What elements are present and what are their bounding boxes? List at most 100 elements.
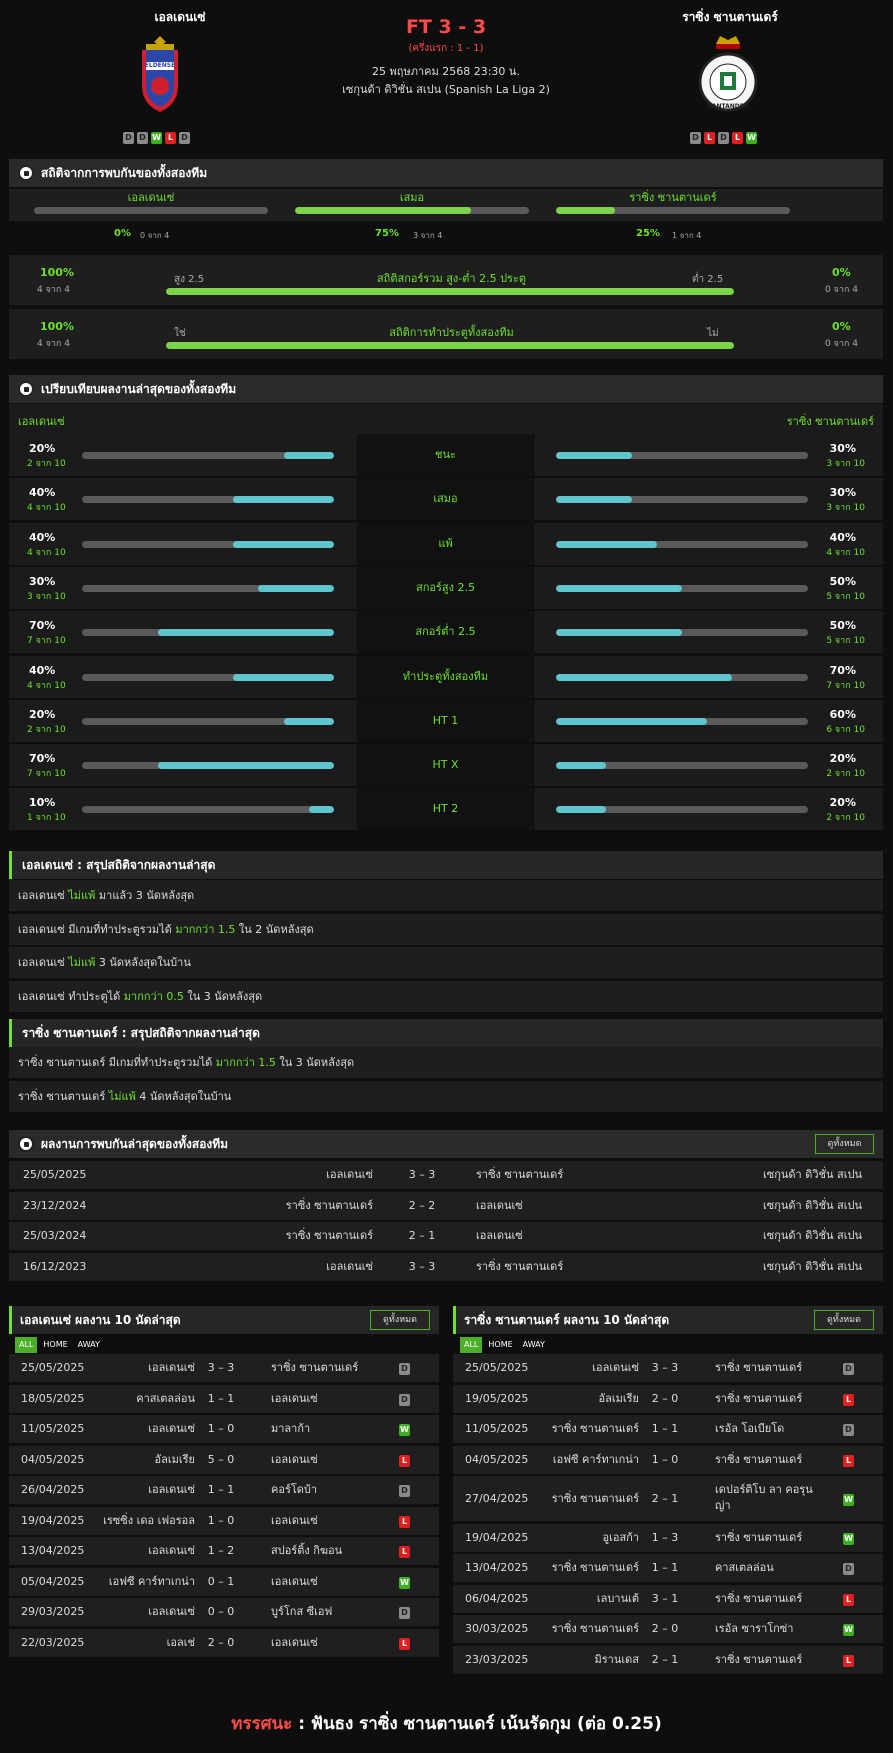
h2h-match-row[interactable]: 25/03/2024 ราซิ่ง ซานตานเดร์ 2 – 1 เอลเดนเซ… [9,1222,883,1250]
last10-row[interactable]: 13/04/2025 เอลเดนเซ่ 1 – 2 สปอร์ติ้ง กิฆอน L [9,1537,439,1565]
result-badge-wrap: D [843,1423,857,1436]
summary-highlight: มากกว่า 0.5 [123,989,184,1003]
summary-text: ราซิ่ง ซานตานเดร์ มีเกมที่ทำประตูรวมได้ [18,1056,216,1069]
last10-row[interactable]: 19/04/2025 เรซซิ่ง เดอ เฟอรอล 1 – 0 เอลเดนเ… [9,1506,439,1535]
last10-row[interactable]: 13/04/2025 ราซิ่ง ซานตานเดร์ 1 – 1 คาสเตลล่… [453,1554,883,1582]
compare-away-team[interactable]: ราซิ่ง ซานตานเดร์ [786,415,874,428]
h2h-match-row[interactable]: 16/12/2023 เอลเดนเซ่ 3 – 3 ราซิ่ง ซานตานเดร… [9,1252,883,1281]
home-count: 4 จาก 10 [27,503,66,514]
away-compare-bar [556,584,808,592]
result-badge: L [704,132,715,144]
away-pct: 60% [829,707,856,721]
last10-row[interactable]: 18/05/2025 คาสเตลล่อน 1 – 1 เอลเดนเซ่ D [9,1384,439,1413]
last10-row[interactable]: 04/05/2025 อัลเมเรีย 5 – 0 เอลเดนเซ่ L [9,1445,439,1474]
last10-row[interactable]: 11/05/2025 เอลเดนเซ่ 1 – 0 มาลาก้า W [9,1415,439,1443]
last10-row[interactable]: 29/03/2025 เอลเดนเซ่ 0 – 0 บูร์โกส ซีเอฟ D [9,1598,439,1626]
home-compare-bar [82,673,334,681]
home-team-name[interactable]: เอลเดนเซ่ [154,10,206,24]
compare-home-cell: 70% 7 จาก 10 [9,744,357,787]
h2h-view-all-button[interactable]: ดูทั้งหมด [815,1134,874,1154]
summary-text: ราซิ่ง ซานตานเดร์ [18,1089,109,1103]
last10-row[interactable]: 19/05/2025 อัลเมเรีย 2 – 0 ราซิ่ง ซานตานเดร… [453,1384,883,1413]
result-badge-wrap: L [843,1393,857,1406]
btts-right-label: ไม่ [707,328,719,339]
compare-home-team[interactable]: เอลเดนเซ่ [18,415,65,428]
match-score: 0 – 1 [207,1574,235,1588]
result-badge: L [399,1546,410,1558]
last10-row[interactable]: 27/04/2025 ราซิ่ง ซานตานเดร์ 2 – 1 เดปอร์ติ… [453,1476,883,1521]
home-compare-bar [82,496,334,504]
h2h-match-row[interactable]: 23/12/2024 ราซิ่ง ซานตานเดร์ 2 – 2 เอลเดนเซ… [9,1191,883,1220]
compare-row: 30% 3 จาก 10 สกอร์สูง 2.5 50% 5 จาก 10 [9,566,883,609]
h2h-match-row[interactable]: 25/05/2025 เอลเดนเซ่ 3 – 3 ราซิ่ง ซานตานเดร… [9,1161,883,1189]
match-home: เอลเช่ [166,1635,195,1649]
h2h-col-count: 0 จาก 4 [140,231,170,240]
result-badge-wrap: W [843,1493,857,1506]
home-pct: 10% [29,796,56,810]
away-last10-view-all-button[interactable]: ดูทั้งหมด [814,1310,874,1330]
result-badge-wrap: W [843,1532,857,1545]
ou-bar [166,288,734,295]
summary-text: ใน 3 นัดหลังสุด [275,1056,355,1069]
away-last10-tabs: ALL HOME AWAY [460,1337,551,1353]
match-away: ราซิ่ง ซานตานเดร์ [715,1591,803,1605]
match-date: 25/03/2024 [23,1229,87,1242]
ou-right-label: ต่ำ 2.5 [692,274,724,285]
away-team-name[interactable]: ราซิ่ง ซานตานเดร์ [682,10,778,24]
match-away: เอลเดนเซ่ [271,1391,318,1405]
tab-all[interactable]: ALL [460,1337,483,1353]
home-last10-view-all-button[interactable]: ดูทั้งหมด [370,1310,430,1330]
match-date: 25/05/2025 [465,1361,529,1374]
tab-home[interactable]: HOME [43,1340,68,1349]
compare-away-cell: 20% 2 จาก 10 [534,788,883,831]
away-compare-bar [556,452,808,459]
last10-row[interactable]: 04/05/2025 เอฟซี คาร์ทาเกน่า 1 – 0 ราซิ่ง ซ… [453,1445,883,1474]
result-badge: L [399,1454,410,1467]
tab-home[interactable]: HOME [488,1340,513,1349]
last10-row[interactable]: 26/04/2025 เอลเดนเซ่ 1 – 1 คอร์โดบ้า D [9,1476,439,1504]
away-compare-bar [556,629,808,637]
tab-away[interactable]: AWAY [77,1340,100,1349]
match-date: 30/03/2025 [465,1622,529,1635]
match-date: 22/03/2025 [21,1635,85,1649]
last10-row[interactable]: 23/03/2025 มิรานเดส 2 – 1 ราซิ่ง ซานตานเดร์… [453,1645,883,1674]
last10-row[interactable]: 22/03/2025 เอลเช่ 2 – 0 เอลเดนเซ่ L [9,1628,439,1657]
compare-away-cell: 50% 5 จาก 10 [534,566,883,609]
match-home: เอลเดนเซ่ [148,1544,195,1557]
home-compare-bar [82,629,334,637]
tab-away[interactable]: AWAY [522,1340,545,1349]
result-badge: W [746,132,757,144]
home-team-logo[interactable] [136,32,184,118]
match-league[interactable]: เซกุนด้า ดิวิชั่น สเปน (Spanish La Liga … [342,83,550,96]
btts-right-count: 0 จาก 4 [825,339,858,349]
summary-text: เอลเดนเซ่ [18,956,69,969]
result-badge-wrap: L [399,1454,413,1467]
away-team-logo[interactable] [698,32,758,118]
result-badge: L [165,132,176,144]
match-score: 1 – 1 [207,1483,235,1496]
compare-label: เสมอ [358,478,533,521]
summary-row: เอลเดนเซ่ ทำประตูได้ มากกว่า 0.5 ใน 3 นั… [9,980,883,1012]
match-home: ราซิ่ง ซานตานเดร์ [551,1492,639,1505]
result-badge: D [179,132,190,144]
home-compare-bar [82,540,334,548]
last10-row[interactable]: 06/04/2025 เลบานเต้ 3 – 1 ราซิ่ง ซานตานเดร์… [453,1584,883,1613]
last10-row[interactable]: 19/04/2025 อูเอสก้า 1 – 3 ราซิ่ง ซานตานเดร์… [453,1523,883,1552]
last10-row[interactable]: 25/05/2025 เอลเดนเซ่ 3 – 3 ราซิ่ง ซานตานเดร… [453,1354,883,1382]
result-badge-wrap: W [843,1623,857,1636]
compare-away-cell: 30% 3 จาก 10 [534,478,883,521]
match-date: 05/04/2025 [21,1574,85,1588]
last10-row[interactable]: 05/04/2025 เอฟซี คาร์ทาเกน่า 0 – 1 เอลเดนเซ… [9,1567,439,1596]
away-compare-bar [556,717,808,725]
last10-row[interactable]: 25/05/2025 เอลเดนเซ่ 3 – 3 ราซิ่ง ซานตานเดร… [9,1354,439,1382]
match-score: 2 – 0 [651,1391,679,1405]
match-home: เอฟซี คาร์ทาเกน่า [108,1574,195,1588]
result-badge-wrap: D [399,1484,413,1497]
last10-row[interactable]: 30/03/2025 ราซิ่ง ซานตานเดร์ 2 – 0 เรอัล ซา… [453,1615,883,1643]
away-count: 5 จาก 10 [826,591,865,602]
tab-all[interactable]: ALL [15,1337,38,1353]
last10-row[interactable]: 11/05/2025 ราซิ่ง ซานตานเดร์ 1 – 1 เรอัล โอ… [453,1415,883,1443]
soccer-ball-icon [18,1136,34,1152]
match-home: เอลเดนเซ่ [592,1361,639,1374]
